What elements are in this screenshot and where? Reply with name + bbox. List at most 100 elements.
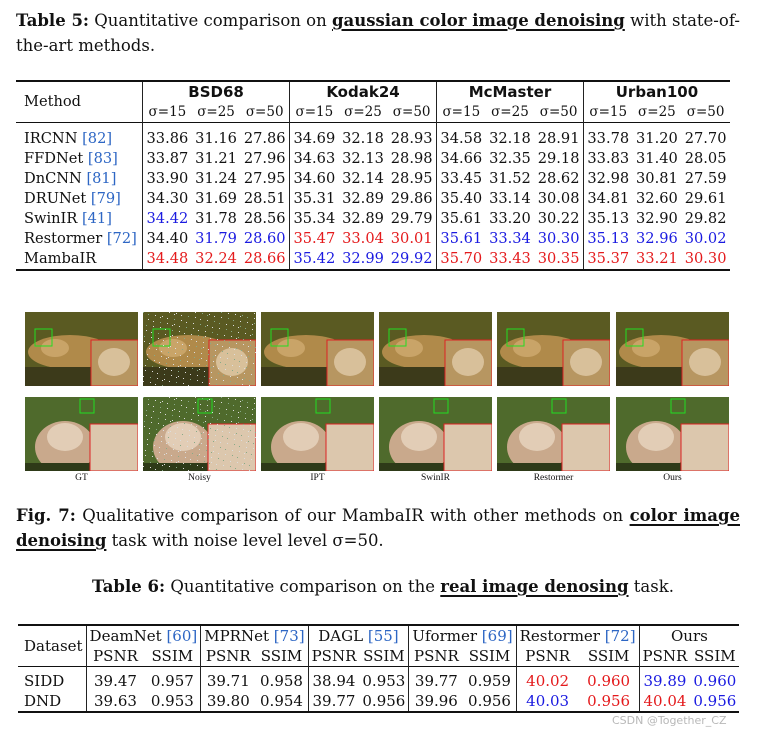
value-cell: 0.956 bbox=[693, 692, 737, 710]
dataset-header-bsd68: BSD68 bbox=[142, 81, 290, 102]
value-cell: 34.48 bbox=[142, 249, 192, 270]
sigma-header: σ=25 bbox=[638, 104, 676, 120]
image-label: IPT bbox=[310, 473, 325, 483]
dataset-header-urban100: Urban100 bbox=[582, 81, 730, 102]
value-cell: 31.20 bbox=[636, 130, 678, 147]
citation-link[interactable]: [83] bbox=[87, 150, 118, 167]
value-cell: 28.62 bbox=[537, 170, 580, 187]
table5: Method BSD68 Kodak24 McMaster Urban100 σ… bbox=[16, 80, 730, 271]
table-row: DRUNet [79] 34.30 31.69 28.51 35.31 32.89 29.8… bbox=[16, 189, 730, 209]
table6: Dataset DeamNet [60] MPRNet [73] DAGL [55]… bbox=[18, 624, 740, 713]
squirrel-image bbox=[497, 397, 610, 471]
value-cell: 35.13 bbox=[582, 229, 633, 249]
method-name: DeamNet bbox=[89, 627, 162, 645]
value-cell: 29.92 bbox=[390, 250, 433, 267]
value-cell: 0.960 bbox=[693, 672, 737, 690]
citation-link[interactable]: [72] bbox=[604, 627, 636, 645]
value-cell: 0.957 bbox=[150, 672, 194, 690]
value-cell: 39.63 bbox=[85, 691, 145, 712]
value-cell: 27.96 bbox=[243, 150, 286, 167]
squirrel-image bbox=[261, 397, 374, 471]
figure7-caption-post: task with noise level level σ=50. bbox=[111, 531, 384, 550]
sigma-header: σ=15 bbox=[289, 102, 339, 123]
value-cell: 31.79 bbox=[195, 230, 237, 247]
value-cell: 33.83 bbox=[582, 149, 633, 169]
value-cell: 34.81 bbox=[582, 189, 633, 209]
table6-body: SIDD 39.47 0.957 39.71 0.958 38.94 0.953 39.77 0… bbox=[18, 666, 740, 712]
value-cell: 30.22 bbox=[537, 210, 580, 227]
citation-link[interactable]: [72] bbox=[106, 230, 137, 247]
image-label: GT bbox=[75, 473, 88, 483]
value-cell: 34.60 bbox=[289, 169, 339, 189]
citation-link[interactable]: [81] bbox=[86, 170, 117, 187]
value-cell: 35.61 bbox=[435, 229, 486, 249]
value-cell: 27.95 bbox=[243, 170, 286, 187]
metric-header: SSIM bbox=[363, 647, 405, 665]
table6-method-row: Dataset DeamNet [60] MPRNet [73] DAGL [55]… bbox=[18, 625, 740, 655]
dataset-name: DND bbox=[24, 692, 62, 710]
citation-link[interactable]: [60] bbox=[166, 627, 198, 645]
sigma-header: σ=15 bbox=[435, 102, 486, 123]
metric-header: PSNR bbox=[515, 646, 579, 667]
leopard-image bbox=[143, 312, 256, 386]
squirrel-image bbox=[143, 397, 256, 471]
metric-header: PSNR bbox=[307, 646, 360, 667]
metric-header: PSNR bbox=[200, 646, 256, 667]
value-cell: 40.03 bbox=[515, 691, 579, 712]
citation-link[interactable]: [41] bbox=[81, 210, 112, 227]
value-cell: 35.13 bbox=[582, 209, 633, 229]
table-row: SIDD 39.47 0.957 39.71 0.958 38.94 0.953 39.77 0… bbox=[18, 666, 739, 691]
value-cell: 28.93 bbox=[390, 130, 433, 147]
image-label: Noisy bbox=[188, 473, 211, 483]
value-cell: 35.34 bbox=[289, 209, 339, 229]
value-cell: 28.60 bbox=[243, 230, 286, 247]
value-cell: 34.69 bbox=[289, 122, 339, 149]
value-cell: 28.05 bbox=[684, 150, 727, 167]
value-cell: 35.47 bbox=[289, 229, 339, 249]
value-cell: 27.86 bbox=[243, 130, 286, 147]
table-row: SwinIR [41] 34.42 31.78 28.56 35.34 32.89 29.7… bbox=[16, 209, 730, 229]
value-cell: 32.89 bbox=[342, 210, 384, 227]
value-cell: 39.77 bbox=[408, 666, 464, 691]
value-cell: 35.40 bbox=[435, 189, 486, 209]
value-cell: 39.96 bbox=[408, 691, 464, 712]
value-cell: 30.08 bbox=[537, 190, 580, 207]
value-cell: 28.95 bbox=[390, 170, 433, 187]
value-cell: 0.956 bbox=[468, 692, 511, 710]
method-name: MPRNet bbox=[204, 627, 270, 645]
metric-header: PSNR bbox=[638, 646, 691, 667]
table6-caption-post: task. bbox=[633, 577, 674, 596]
method-header: Restormer [72] bbox=[515, 625, 640, 646]
value-cell: 33.21 bbox=[636, 250, 678, 267]
value-cell: 0.956 bbox=[587, 692, 631, 710]
value-cell: 34.63 bbox=[289, 149, 339, 169]
sigma-header: σ=25 bbox=[197, 104, 235, 120]
sigma-header: σ=50 bbox=[539, 104, 578, 120]
sigma-header: σ=50 bbox=[392, 104, 431, 120]
method-header: MPRNet [73] bbox=[200, 625, 309, 646]
sigma-header: σ=25 bbox=[344, 104, 382, 120]
method-cell: DnCNN [81] bbox=[16, 169, 143, 189]
citation-link[interactable]: [79] bbox=[90, 190, 121, 207]
value-cell: 31.16 bbox=[195, 130, 237, 147]
table-row: DND 39.63 0.953 39.80 0.954 39.77 0.956 39.96 0.… bbox=[18, 691, 739, 712]
method-name: Restormer bbox=[24, 230, 103, 247]
table5-caption: Table 5: Quantitative comparison on gaus… bbox=[16, 8, 740, 58]
sigma-header-row: σ=15 σ=25 σ=50 σ=15 σ=25 σ=50 σ=15 σ=25 σ=50 σ=15… bbox=[16, 102, 730, 123]
method-cell: MambaIR bbox=[16, 249, 143, 270]
metric-header: SSIM bbox=[468, 647, 511, 665]
table6-caption: Table 6: Quantitative comparison on the … bbox=[0, 574, 766, 599]
citation-link[interactable]: [82] bbox=[82, 130, 113, 147]
value-cell: 28.66 bbox=[243, 250, 286, 267]
table-row: Restormer [72] 34.40 31.79 28.60 35.47 33.04 3… bbox=[16, 229, 730, 249]
table5-body: IRCNN [82] 33.86 31.16 27.86 34.69 32.18 28.93… bbox=[16, 122, 730, 270]
value-cell: 35.42 bbox=[289, 249, 339, 270]
citation-link[interactable]: [55] bbox=[367, 627, 399, 645]
value-cell: 0.960 bbox=[587, 672, 631, 690]
metric-header: SSIM bbox=[587, 647, 630, 665]
value-cell: 27.70 bbox=[684, 130, 727, 147]
citation-link[interactable]: [73] bbox=[273, 627, 305, 645]
metric-header: PSNR bbox=[85, 646, 145, 667]
citation-link[interactable]: [69] bbox=[481, 627, 513, 645]
table6-metric-row: PSNR SSIM PSNR SSIM PSNR SSIM PSNR SSIM PSNR SSIM… bbox=[18, 646, 739, 667]
